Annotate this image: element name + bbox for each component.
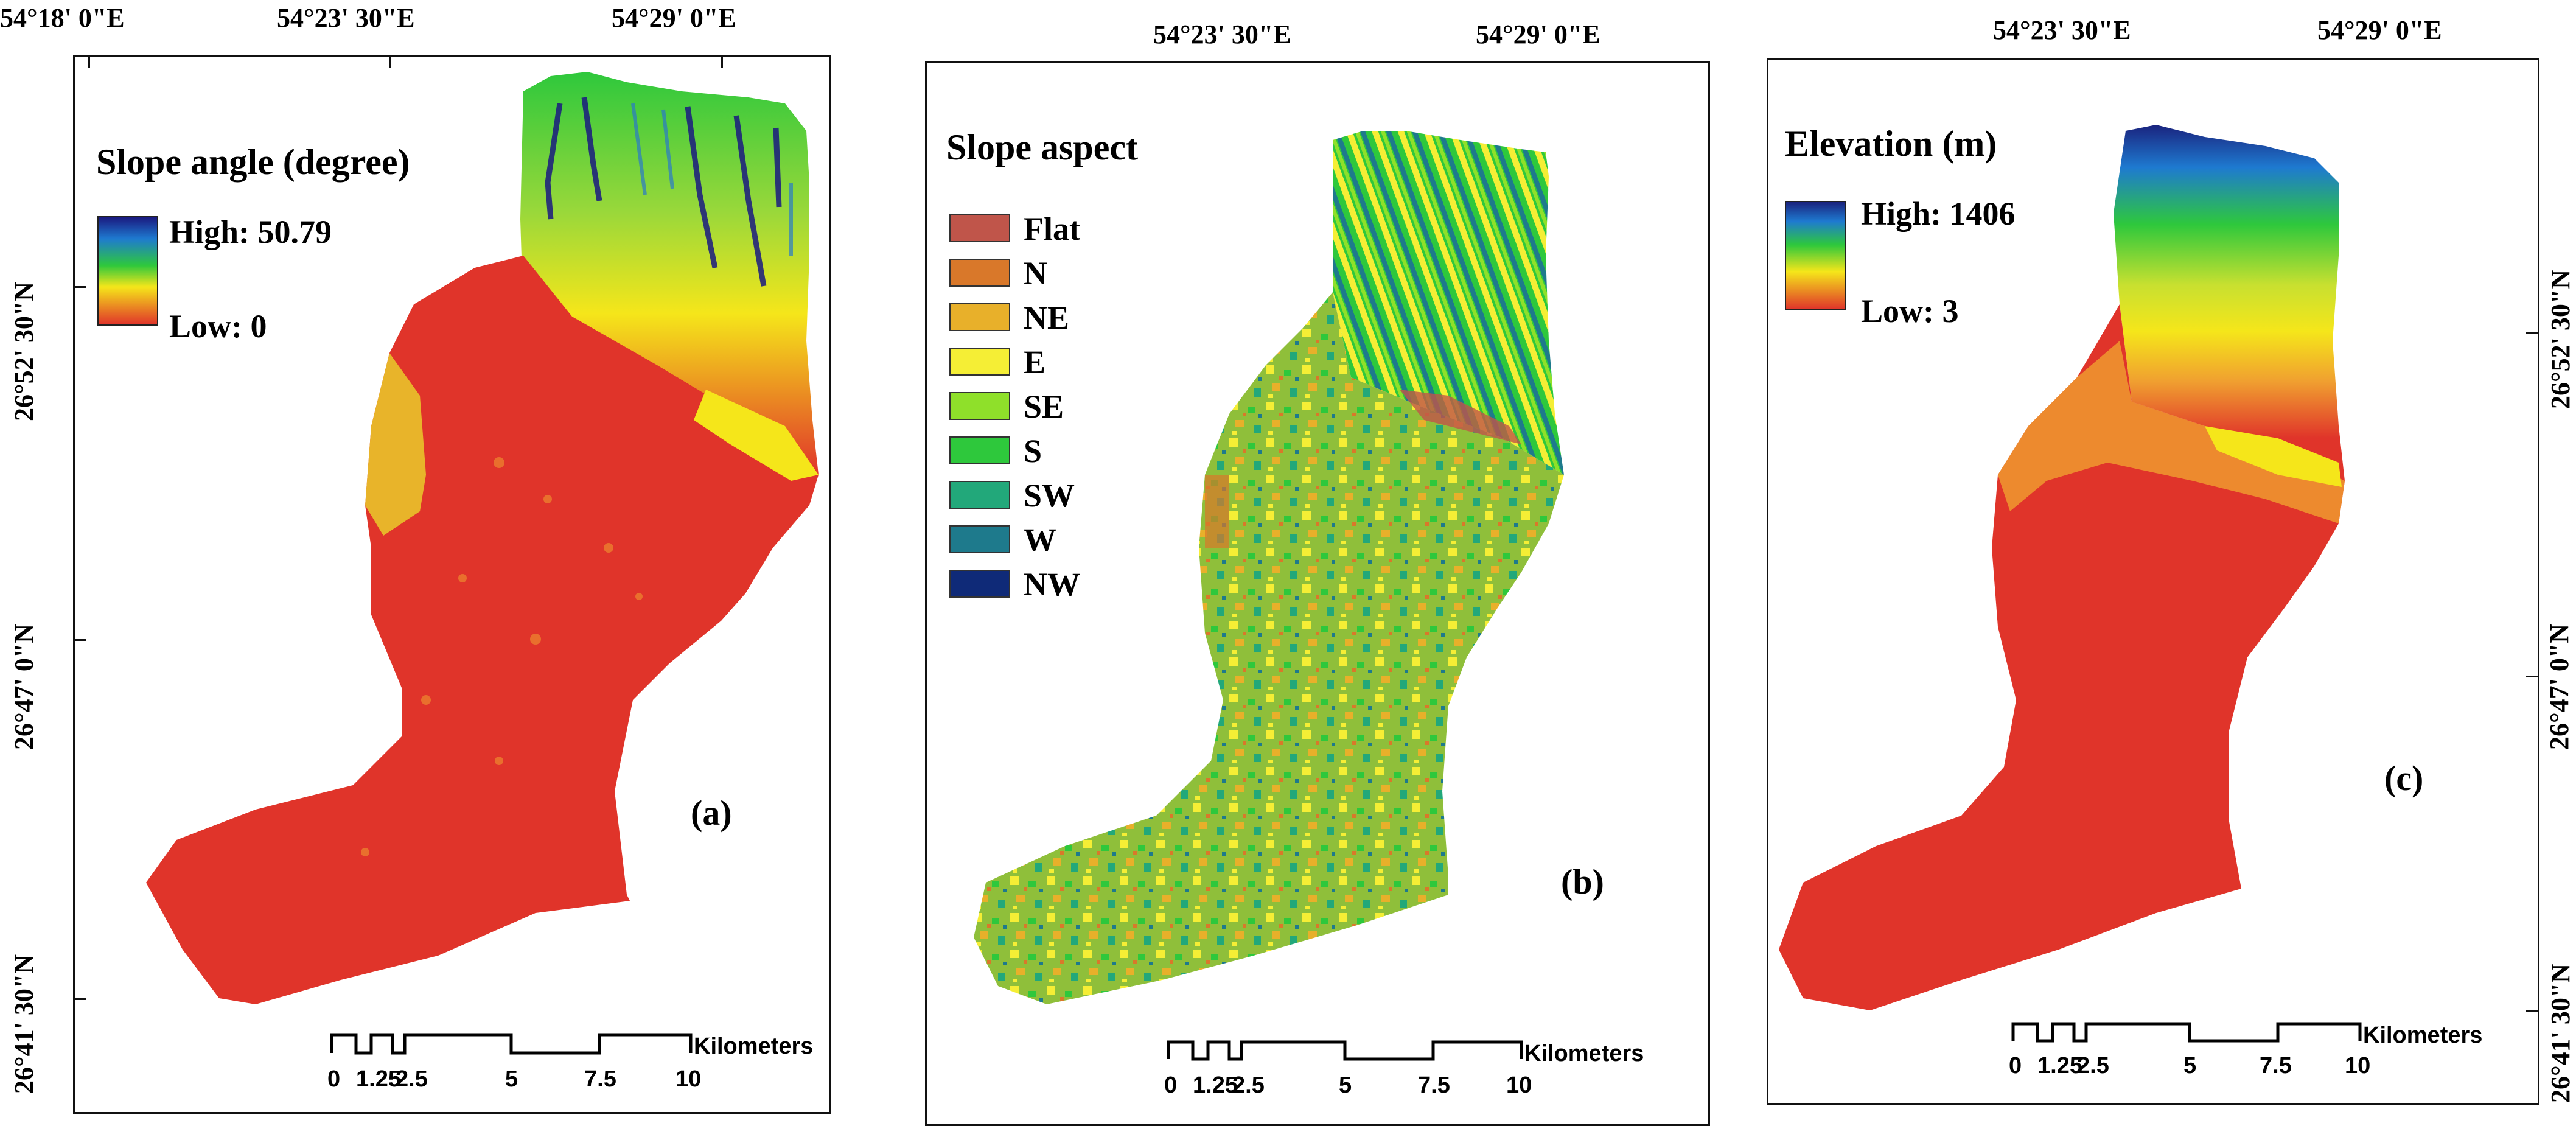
scale-bar-c <box>2011 1022 2362 1043</box>
legend-low-a: Low: 0 <box>169 308 267 345</box>
legend-gradient-a <box>97 216 158 326</box>
elevation-map <box>1779 125 2345 1010</box>
aspect-swatch-n <box>949 259 1010 287</box>
scale-tick-b-3: 5 <box>1339 1072 1352 1098</box>
panel-slope-aspect: 54°23' 30"E 54°29' 0"E <box>864 0 1710 1137</box>
panel-tag-c: (c) <box>2384 758 2424 798</box>
aspect-swatch-flat <box>949 214 1010 242</box>
scale-tick-a-4: 7.5 <box>584 1066 616 1092</box>
top-coord-a-3: 54°29' 0"E <box>612 3 736 33</box>
scale-unit-a: Kilometers <box>694 1034 814 1059</box>
aspect-swatch-sw <box>949 481 1010 509</box>
legend-title-a: Slope angle (degree) <box>96 142 410 182</box>
scale-tick-b-2: 2.5 <box>1232 1072 1265 1098</box>
panel-tag-a: (a) <box>691 793 732 833</box>
scale-bar-b <box>1167 1040 1523 1061</box>
aspect-swatch-w <box>949 525 1010 553</box>
scale-tick-a-2: 2.5 <box>396 1066 428 1092</box>
scale-tick-c-1: 1.25 <box>2037 1053 2082 1079</box>
legend-gradient-c <box>1785 201 1846 310</box>
legend-high-a: High: 50.79 <box>169 214 332 250</box>
legend-title-b: Slope aspect <box>946 127 1138 167</box>
scale-tick-a-5: 10 <box>675 1066 702 1092</box>
scale-tick-c-5: 10 <box>2345 1053 2371 1079</box>
aspect-label-n: N <box>1024 255 1047 292</box>
aspect-swatch-s <box>949 436 1010 464</box>
scale-tick-b-1: 1.25 <box>1193 1072 1238 1098</box>
panel-slope-angle: 54°18' 0"E 54°23' 30"E 54°29' 0"E 26°52'… <box>0 0 846 1137</box>
scale-tick-b-4: 7.5 <box>1418 1072 1450 1098</box>
legend-low-c: Low: 3 <box>1861 293 1959 329</box>
scale-tick-c-4: 7.5 <box>2260 1053 2292 1079</box>
scale-bar-a <box>330 1033 693 1055</box>
scale-tick-a-1: 1.25 <box>356 1066 401 1092</box>
aspect-swatch-ne <box>949 303 1010 331</box>
aspect-label-s: S <box>1024 433 1042 469</box>
top-coord-c-2: 54°29' 0"E <box>2317 15 2442 45</box>
scale-tick-a-3: 5 <box>505 1066 518 1092</box>
elevation-zone-north <box>2114 125 2345 481</box>
slope-aspect-map <box>974 131 1564 1004</box>
aspect-swatch-se <box>949 392 1010 420</box>
scale-unit-c: Kilometers <box>2363 1023 2483 1048</box>
aspect-label-flat: Flat <box>1024 211 1080 247</box>
scale-tick-c-3: 5 <box>2183 1053 2197 1079</box>
aspect-label-e: E <box>1024 344 1046 380</box>
panel-tag-b: (b) <box>1561 862 1604 901</box>
top-coord-b-1: 54°23' 30"E <box>1153 19 1291 49</box>
top-coord-b-2: 54°29' 0"E <box>1476 19 1600 49</box>
top-coord-a-1: 54°18' 0"E <box>0 3 125 33</box>
legend-title-c: Elevation (m) <box>1785 124 1997 164</box>
top-coord-c-1: 54°23' 30"E <box>1993 15 2131 45</box>
aspect-swatch-nw <box>949 570 1010 598</box>
aspect-label-sw: SW <box>1024 477 1075 514</box>
slope-angle-map <box>146 72 819 1004</box>
aspect-zone-main <box>974 292 1564 1004</box>
scale-tick-b-0: 0 <box>1164 1072 1178 1098</box>
scale-tick-c-0: 0 <box>2009 1053 2022 1079</box>
aspect-swatch-e <box>949 348 1010 376</box>
aspect-label-se: SE <box>1024 388 1064 425</box>
scale-tick-c-2: 2.5 <box>2077 1053 2109 1079</box>
aspect-label-nw: NW <box>1024 566 1080 603</box>
aspect-label-w: W <box>1024 522 1056 558</box>
scale-tick-a-0: 0 <box>327 1066 341 1092</box>
top-coord-a-2: 54°23' 30"E <box>277 3 415 33</box>
scale-unit-b: Kilometers <box>1524 1041 1644 1066</box>
legend-high-c: High: 1406 <box>1861 195 2016 232</box>
aspect-zone-north <box>1333 131 1564 475</box>
slope-low-zone <box>146 256 819 1004</box>
panel-elevation: 54°23' 30"E 54°29' 0"E 26°52' 30"N 26°47… <box>1730 0 2576 1137</box>
aspect-label-ne: NE <box>1024 299 1070 336</box>
scale-tick-b-5: 10 <box>1506 1072 1532 1098</box>
